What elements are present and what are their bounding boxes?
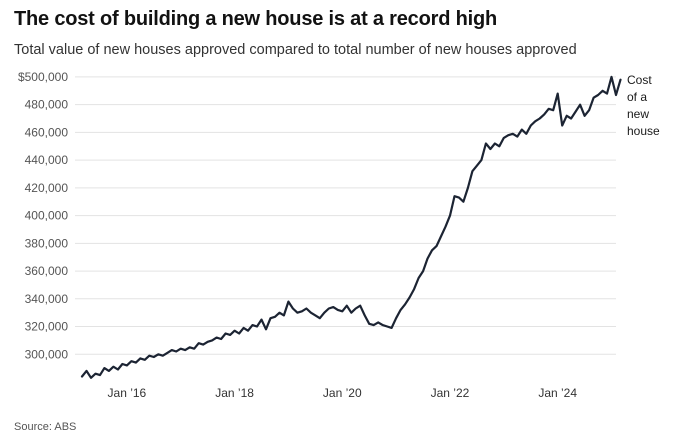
y-tick-label: 340,000 bbox=[25, 292, 69, 306]
y-tick-label: 460,000 bbox=[25, 125, 69, 139]
x-tick-label: Jan ’20 bbox=[323, 386, 362, 400]
series-label: house bbox=[627, 124, 660, 138]
source-note: Source: ABS bbox=[14, 421, 77, 433]
y-tick-label: 320,000 bbox=[25, 320, 69, 334]
y-tick-label: 420,000 bbox=[25, 181, 69, 195]
y-tick-label: 360,000 bbox=[25, 264, 69, 278]
chart-title: The cost of building a new house is at a… bbox=[14, 8, 497, 30]
chart-subtitle: Total value of new houses approved compa… bbox=[14, 42, 577, 58]
series-line bbox=[80, 75, 622, 379]
y-tick-label: 440,000 bbox=[25, 153, 69, 167]
x-tick-label: Jan ’22 bbox=[431, 386, 470, 400]
x-tick-label: Jan ’24 bbox=[538, 386, 577, 400]
y-tick-label: 300,000 bbox=[25, 347, 69, 361]
y-tick-label: 380,000 bbox=[25, 236, 69, 250]
series-label: new bbox=[627, 107, 649, 121]
y-tick-label: 480,000 bbox=[25, 98, 69, 112]
series-label: of a bbox=[627, 90, 647, 104]
y-tick-label: $500,000 bbox=[18, 70, 68, 84]
x-tick-label: Jan ’18 bbox=[215, 386, 254, 400]
x-tick-label: Jan ’16 bbox=[108, 386, 147, 400]
y-tick-label: 400,000 bbox=[25, 209, 69, 223]
series-label: Cost bbox=[627, 73, 652, 87]
